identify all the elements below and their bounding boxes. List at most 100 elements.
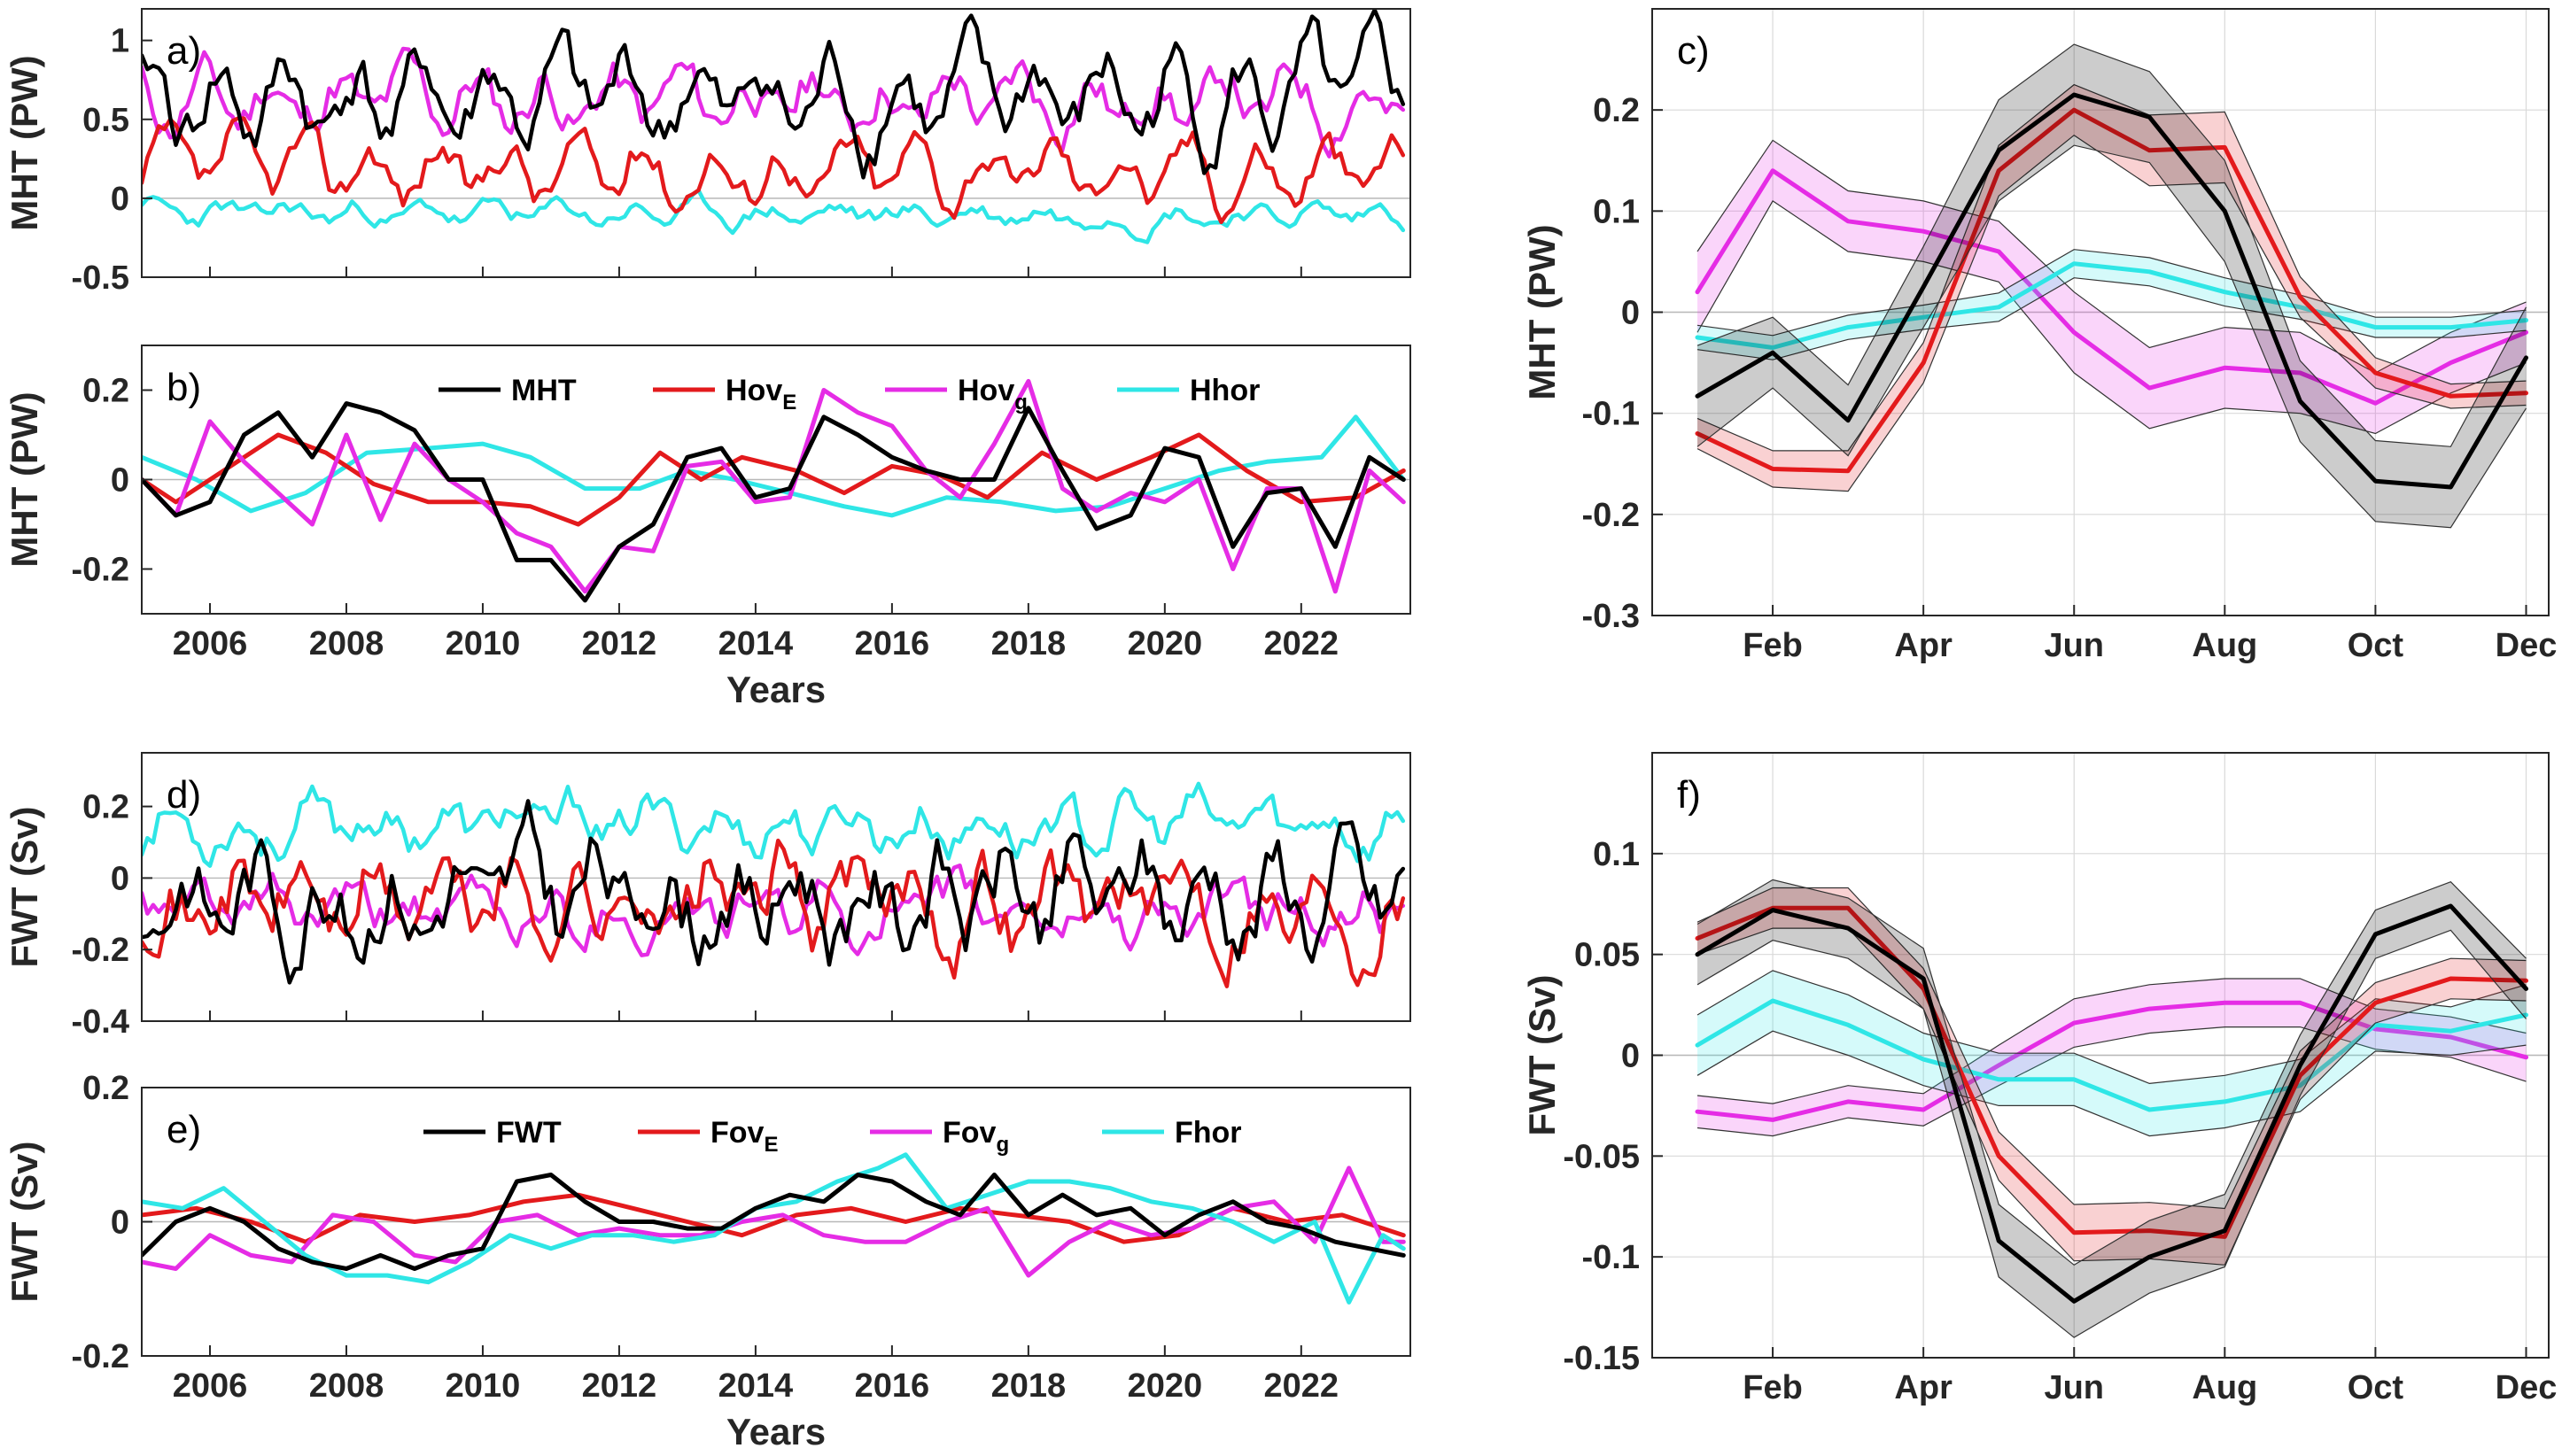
panel-label: a) [167,29,201,73]
x-tick-label: Apr [1894,627,1953,664]
y-tick-label: -0.1 [1582,1239,1640,1276]
band-lower-Fhor [1696,1030,2527,1137]
x-tick-label: 2020 [1128,625,1203,662]
y-axis-label: FWT (Sv) [1521,975,1563,1136]
panel-c: -0.3 -0.2 -0.1 0 0.1 0.2 Feb Apr Jun Aug Oct Dec MHT… [1521,8,2557,664]
x-tick-label: 2006 [173,625,248,662]
legend-entry: FWT [496,1116,562,1150]
x-tick-label: 2010 [446,1367,521,1405]
axis-frame [141,8,1411,278]
band-Fov_E [1697,887,2527,1266]
legend-entry: MHT [511,374,577,407]
band-lower-Hov_g [1696,200,2527,435]
band-upper-Hov_E [1696,83,2527,452]
band-lower-Fov_g [1696,1026,2527,1137]
series-line-FWT [142,1173,1406,1271]
x-tick-label: 2008 [309,625,384,662]
band-lower-FWT [1696,929,2527,1338]
x-tick-label: Dec [2496,1369,2558,1406]
band-Hov_g [1697,140,2527,434]
plot-area [1695,879,2528,1338]
x-tick-label: 2014 [718,1367,794,1405]
band-Fhor [1697,970,2527,1136]
series-line-Hov_g [1695,168,2528,406]
band-MHT [1697,44,2527,528]
x-axis-label: Years [726,1411,826,1452]
x-tick-label: 2016 [855,625,930,662]
y-axis-label: MHT (PW) [1521,224,1563,399]
x-tick-label: 2012 [582,1367,657,1405]
y-tick-label: -0.3 [1582,598,1640,635]
legend-entry: Hhor [1190,374,1260,407]
series-line-MHT [1695,92,2528,490]
series-line-Fov_g [1695,1000,2528,1122]
series-line-FWT [1695,903,2528,1304]
y-tick-label: 0.2 [82,373,129,410]
y-axis-label: MHT (PW) [4,55,45,230]
plot-area [142,9,1406,244]
y-tick-label: -0.2 [72,932,129,969]
band-lower-Fov_E [1696,927,2527,1266]
series-line-Hov_g [142,378,1406,594]
panel-label: d) [167,773,201,817]
x-tick-label: 2006 [173,1367,248,1405]
legend-subscript: g [996,1133,1009,1157]
plot-area [142,378,1406,603]
series-line-Hhor [1695,261,2528,350]
y-tick-label: 1 [111,23,129,60]
series-line-Fov_g [142,864,1406,957]
y-axis-label: FWT (Sv) [4,1142,45,1303]
y-tick-label: 0 [111,1204,129,1242]
y-tick-label: 0.2 [82,789,129,826]
x-tick-label: Feb [1743,1369,1803,1406]
y-tick-label: 0 [111,181,129,218]
y-tick-label: -0.05 [1563,1138,1640,1175]
series-line-Fhor [142,781,1406,868]
series-line-Hov_E [142,432,1406,527]
x-tick-label: Oct [2348,1369,2404,1406]
series-line-Hhor [142,188,1406,244]
series-line-Hov_E [142,116,1406,225]
band-upper-FWT [1696,879,2527,1266]
axis-background [141,752,1411,1022]
x-tick-label: 2010 [446,625,521,662]
panel-label: c) [1677,29,1710,73]
panel-label: b) [167,366,201,409]
band-Hhor [1697,249,2527,360]
x-tick-label: Jun [2044,627,2104,664]
band-upper-Fov_E [1696,887,2527,1210]
panel-label: f) [1677,773,1701,817]
y-tick-label: -0.2 [72,1338,129,1375]
x-axis-label: Years [726,669,826,710]
band-lower-MHT [1696,144,2527,529]
plot-area [142,781,1406,988]
y-tick-label: -0.2 [72,552,129,589]
band-lower-Hov_E [1696,134,2527,492]
x-tick-label: Apr [1894,1369,1953,1406]
band-upper-Fov_g [1696,978,2527,1104]
band-upper-Hhor [1696,249,2527,337]
x-tick-label: Aug [2192,1369,2257,1406]
legend-subscript: E [764,1133,778,1157]
y-axis-label: MHT (PW) [4,391,45,567]
y-tick-label: 0 [111,860,129,897]
panel-d: -0.4 -0.2 0 0.2 FWT (Sv) d) [4,752,1411,1041]
band-FWT [1697,879,2527,1338]
x-tick-label: 2018 [991,625,1067,662]
y-tick-label: -0.1 [1582,396,1640,433]
x-tick-label: 2018 [991,1367,1067,1405]
x-tick-label: Feb [1743,627,1803,664]
panel-label: e) [167,1108,201,1151]
panel-b: -0.2 0 0.2 2006 2008 2010 2012 2014 2016 2018 2020… [4,345,1411,710]
x-tick-label: 2008 [309,1367,384,1405]
series-line-MHT [142,9,1406,180]
x-tick-label: 2020 [1128,1367,1203,1405]
series-line-Hov_E [1695,107,2528,474]
band-Fov_g [1697,979,2527,1136]
band-upper-MHT [1696,43,2527,447]
y-tick-label: 0.1 [1593,193,1640,230]
y-tick-label: -0.5 [72,259,129,297]
y-tick-label: 0.2 [1593,92,1640,129]
panel-f: -0.15 -0.1 -0.05 0 0.05 0.1 Feb Apr Jun Aug Oct Dec… [1521,752,2558,1406]
